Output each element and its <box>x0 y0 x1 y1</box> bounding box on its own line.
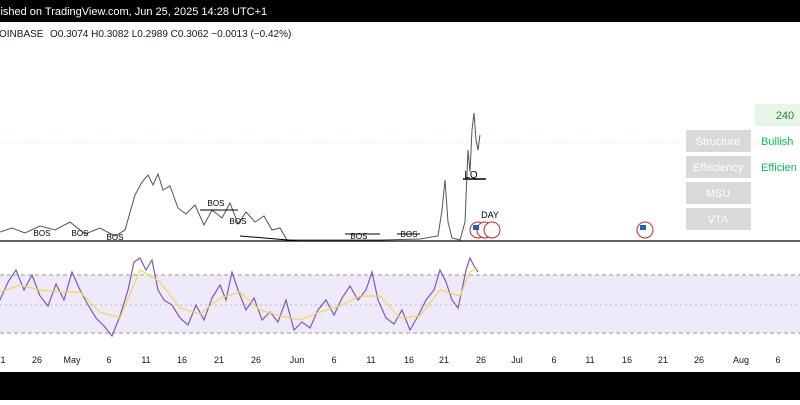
bos-label: BOS <box>72 229 89 238</box>
structure-line <box>239 235 301 242</box>
x-tick-label: 11 <box>141 355 150 365</box>
timeframe-text: 240 <box>776 110 794 122</box>
legend-ohlc: O0.3074 H0.3082 L0.2989 C0.3062 −0.0013 … <box>50 29 291 40</box>
table-cell <box>686 182 751 204</box>
x-tick-label: 11 <box>366 355 375 365</box>
x-tick-label: 6 <box>775 355 780 365</box>
bos-label: BOS <box>351 232 368 241</box>
header-bar <box>0 0 800 22</box>
x-tick-label: 1 <box>0 355 5 365</box>
table-cell <box>686 130 751 152</box>
table-label: Structure <box>696 136 741 148</box>
table-label: MSU <box>706 188 731 200</box>
rsi-ma-line <box>0 267 479 321</box>
x-tick-label: 6 <box>551 355 556 365</box>
status-table: Structure Bullish Effeciency Efficien MSU VTA <box>686 130 797 230</box>
table-label: Effeciency <box>693 162 744 174</box>
table-value: Bullish <box>761 136 793 148</box>
x-tick-label: 21 <box>214 355 224 365</box>
day-label: DAY <box>481 210 499 220</box>
x-tick-label: 26 <box>476 355 486 365</box>
lq-label: LQ <box>464 170 478 181</box>
rsi-band <box>0 275 800 333</box>
x-tick-label: 26 <box>694 355 704 365</box>
x-axis: 1 26 May 6 11 16 21 26 Jun 6 11 16 21 26 Jul 6 11 16 21 26 A… <box>0 355 780 365</box>
x-tick-label: May <box>63 355 81 365</box>
x-tick-label: 21 <box>439 355 449 365</box>
annotations: BOS BOS BOS BOS BOS BOS BOS LQ DAY <box>34 170 499 242</box>
table-cell <box>686 156 751 178</box>
x-tick-label: 16 <box>622 355 632 365</box>
table-value: Efficien <box>761 162 797 174</box>
x-tick-label: 26 <box>251 355 261 365</box>
x-tick-label: 6 <box>106 355 111 365</box>
table-label: VTA <box>708 214 729 226</box>
x-tick-label: 21 <box>658 355 668 365</box>
x-tick-label: 11 <box>585 355 594 365</box>
x-tick-label: Jul <box>511 355 523 365</box>
bos-label: BOS <box>230 217 247 226</box>
legend-exchange: OINBASE <box>0 29 44 40</box>
bos-label: BOS <box>401 230 418 239</box>
price-series <box>0 112 481 241</box>
table-cell <box>686 208 751 230</box>
bos-label: BOS <box>34 229 51 238</box>
bos-label: BOS <box>208 199 225 208</box>
event-icon-flag <box>473 225 479 230</box>
bos-label: BOS <box>107 233 124 242</box>
x-tick-label: 16 <box>177 355 187 365</box>
event-icons <box>469 221 654 239</box>
event-icon-flag <box>640 225 646 230</box>
x-tick-label: Aug <box>733 355 749 365</box>
x-tick-label: 6 <box>331 355 336 365</box>
timeframe-cell <box>755 104 800 126</box>
x-tick-label: 26 <box>32 355 42 365</box>
footer-bar <box>0 372 800 400</box>
x-tick-label: 16 <box>404 355 414 365</box>
event-icon <box>483 221 501 239</box>
x-tick-label: Jun <box>290 355 305 365</box>
header-text: lished on TradingView.com, Jun 25, 2025 … <box>0 6 267 18</box>
